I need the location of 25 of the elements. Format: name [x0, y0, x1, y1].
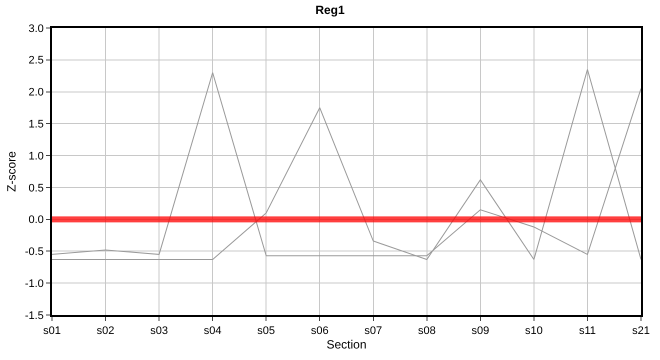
x-tick-label: s09 — [471, 325, 490, 338]
y-axis-title: Z-score — [4, 150, 19, 192]
y-tick-label: 3.0 — [28, 22, 44, 35]
x-tick-label: s05 — [257, 325, 276, 338]
x-tick-label: s07 — [364, 325, 382, 338]
x-tick-label: s08 — [418, 325, 436, 338]
x-axis-title: Section — [326, 338, 367, 352]
x-tick-label: s04 — [204, 325, 222, 338]
x-tick-label: s11 — [578, 325, 596, 338]
y-tick-label: 0.5 — [28, 182, 44, 194]
y-tick-label: -1.5 — [24, 310, 44, 322]
x-tick-label: s21 — [632, 325, 650, 338]
y-tick-label: 1.5 — [28, 118, 44, 131]
x-tick-label: s01 — [43, 325, 61, 338]
y-tick-label: 0.0 — [28, 214, 44, 226]
chart-title: Reg1 — [315, 2, 345, 17]
y-tick-label: -1.0 — [24, 278, 44, 290]
y-tick-label: 2.0 — [28, 86, 44, 99]
x-tick-label: s10 — [525, 325, 543, 338]
y-tick-label: -0.5 — [24, 246, 44, 258]
x-tick-label: s02 — [96, 325, 114, 338]
x-tick-label: s03 — [150, 325, 168, 338]
y-tick-label: 2.5 — [28, 54, 44, 67]
x-tick-label: s06 — [310, 325, 329, 338]
y-tick-label: 1.0 — [28, 150, 44, 162]
